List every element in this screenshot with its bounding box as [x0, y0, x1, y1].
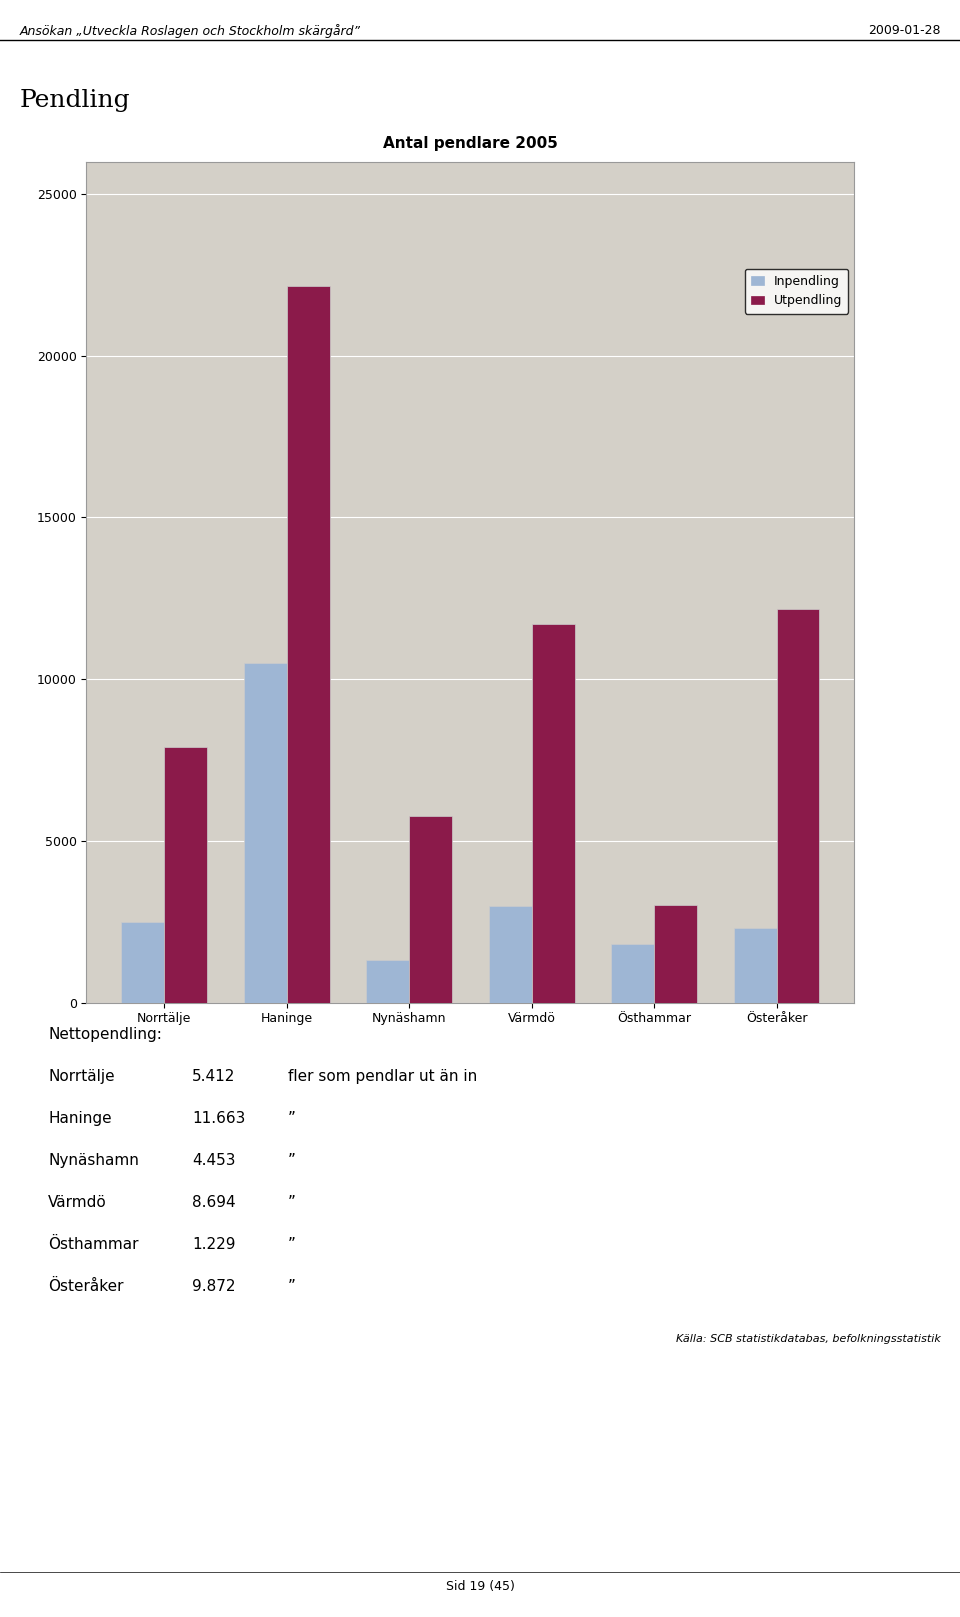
- Text: ”: ”: [288, 1237, 296, 1252]
- Title: Antal pendlare 2005: Antal pendlare 2005: [383, 136, 558, 150]
- Legend: Inpendling, Utpendling: Inpendling, Utpendling: [745, 268, 848, 314]
- Bar: [532, 624, 574, 1003]
- Text: Nettopendling:: Nettopendling:: [48, 1027, 162, 1041]
- Text: Nynäshamn: Nynäshamn: [48, 1153, 139, 1167]
- Text: 5.412: 5.412: [192, 1069, 235, 1083]
- Text: 11.663: 11.663: [192, 1111, 246, 1125]
- Bar: [164, 747, 207, 1003]
- Text: 8.694: 8.694: [192, 1195, 235, 1210]
- Text: Värmdö: Värmdö: [48, 1195, 107, 1210]
- Bar: [777, 610, 820, 1003]
- Bar: [121, 922, 164, 1003]
- Bar: [733, 928, 777, 1003]
- Bar: [489, 906, 532, 1003]
- Text: Källa: SCB statistikdatabas, befolkningsstatistik: Källa: SCB statistikdatabas, befolknings…: [676, 1334, 941, 1344]
- Text: ”: ”: [288, 1279, 296, 1294]
- Text: Haninge: Haninge: [48, 1111, 111, 1125]
- Text: 9.872: 9.872: [192, 1279, 235, 1294]
- Text: Ansökan „Utveckla Roslagen och Stockholm skärgård”: Ansökan „Utveckla Roslagen och Stockholm…: [19, 24, 360, 39]
- Text: ”: ”: [288, 1111, 296, 1125]
- Text: ”: ”: [288, 1195, 296, 1210]
- Text: 4.453: 4.453: [192, 1153, 235, 1167]
- Bar: [287, 286, 329, 1003]
- Bar: [409, 817, 452, 1003]
- Text: Österåker: Österåker: [48, 1279, 124, 1294]
- Text: Östhammar: Östhammar: [48, 1237, 138, 1252]
- Bar: [612, 944, 654, 1003]
- Bar: [367, 960, 409, 1003]
- Text: Pendling: Pendling: [19, 89, 130, 112]
- Text: 2009-01-28: 2009-01-28: [868, 24, 941, 37]
- Bar: [244, 663, 287, 1003]
- Bar: [654, 904, 697, 1003]
- Text: Sid 19 (45): Sid 19 (45): [445, 1580, 515, 1593]
- Text: ”: ”: [288, 1153, 296, 1167]
- Text: fler som pendlar ut än in: fler som pendlar ut än in: [288, 1069, 477, 1083]
- Text: 1.229: 1.229: [192, 1237, 235, 1252]
- Text: Norrtälje: Norrtälje: [48, 1069, 114, 1083]
